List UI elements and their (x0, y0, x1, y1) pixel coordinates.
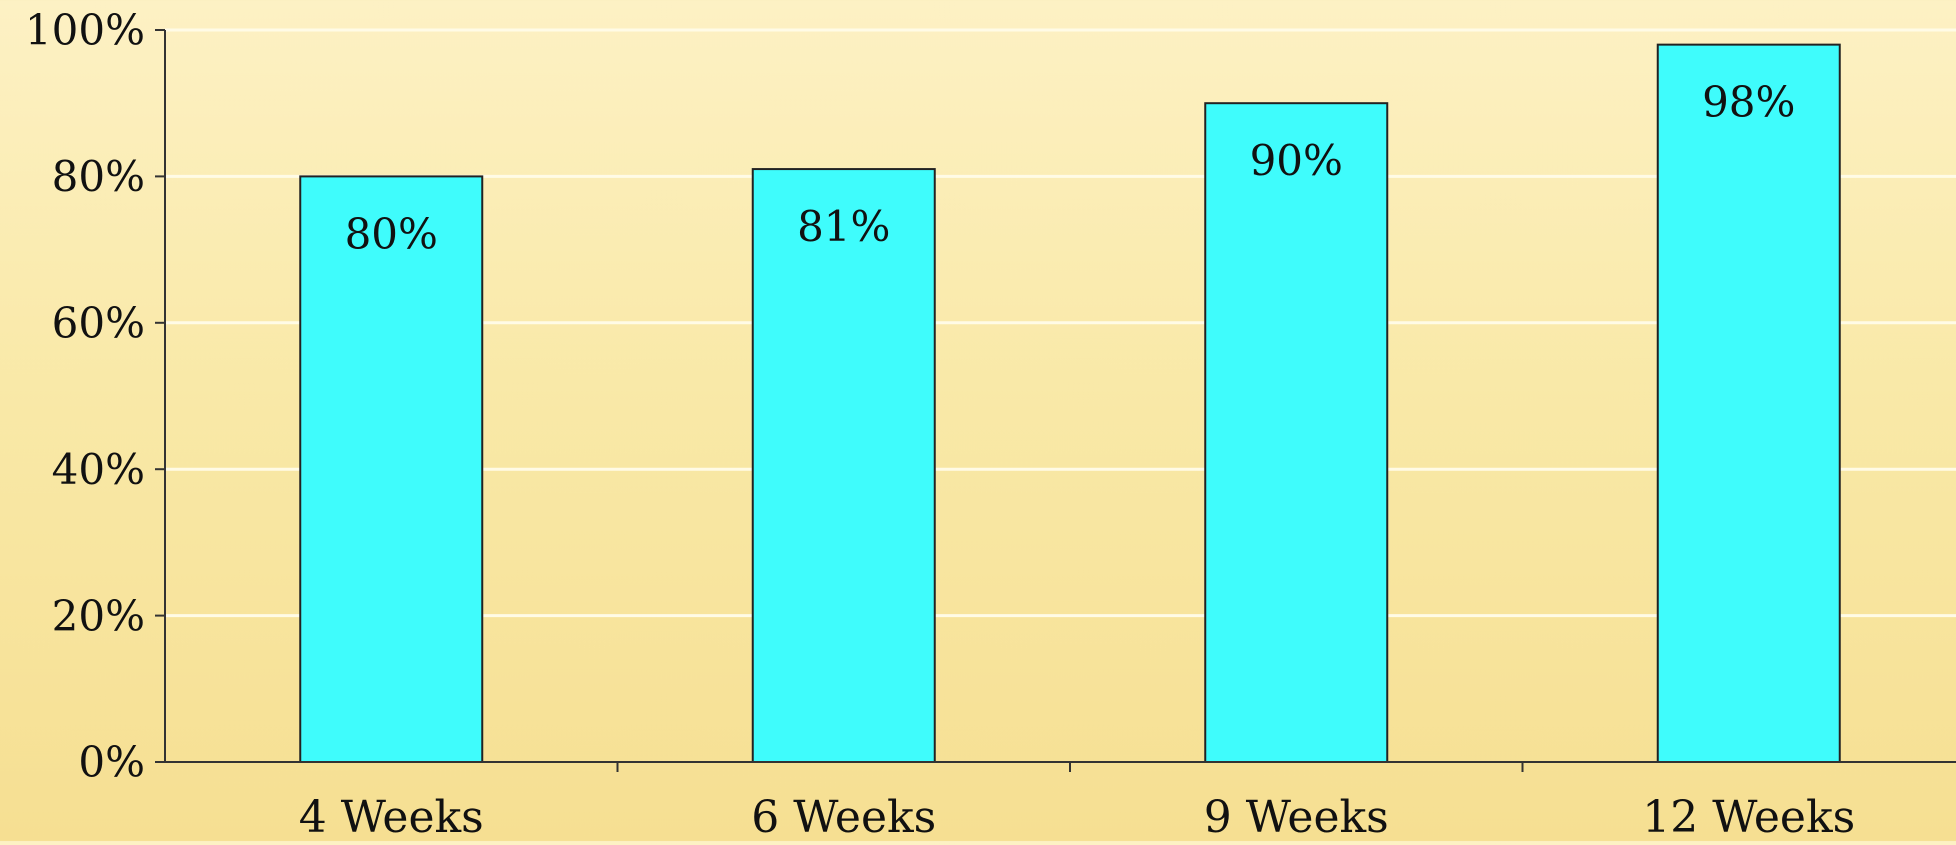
y-tick-label: 40% (52, 445, 145, 494)
y-tick-label: 100% (25, 6, 145, 55)
bar-data-label: 90% (1250, 136, 1343, 185)
bar-data-label: 81% (797, 202, 890, 251)
bar-data-label: 98% (1702, 78, 1795, 127)
bar-1 (300, 176, 482, 762)
bar-4 (1658, 45, 1840, 762)
x-category-label: 9 Weeks (1204, 792, 1389, 841)
bar-3 (1205, 103, 1387, 762)
y-tick-label: 60% (52, 299, 145, 348)
bar-data-label: 80% (345, 209, 438, 258)
bars (300, 45, 1840, 762)
bar-2 (753, 169, 935, 762)
y-tick-label: 0% (78, 738, 145, 787)
y-tick-label: 20% (52, 591, 145, 640)
y-tick-label: 80% (52, 152, 145, 201)
x-category-label: 4 Weeks (299, 792, 484, 841)
x-category-label: 6 Weeks (751, 792, 936, 841)
x-category-label: 12 Weeks (1642, 792, 1855, 841)
